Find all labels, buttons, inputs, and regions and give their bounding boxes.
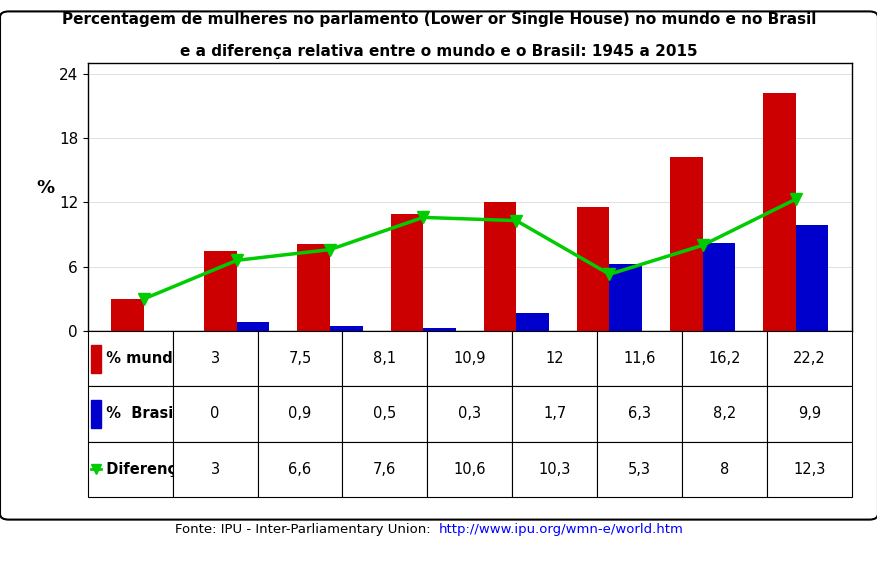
Text: e a diferença relativa entre o mundo e o Brasil: 1945 a 2015: e a diferença relativa entre o mundo e o…	[180, 44, 697, 59]
Bar	[297, 244, 330, 331]
Bar	[795, 225, 827, 331]
Bar	[237, 321, 269, 331]
Bar	[204, 251, 237, 331]
Bar	[516, 313, 548, 331]
Text: Percentagem de mulheres no parlamento (Lower or Single House) no mundo e no Bras: Percentagem de mulheres no parlamento (L…	[61, 11, 816, 27]
Y-axis label: %: %	[36, 179, 54, 197]
Bar	[609, 264, 641, 331]
Bar	[390, 214, 423, 331]
Bar	[111, 299, 144, 331]
Bar	[762, 93, 795, 331]
Bar	[330, 326, 362, 331]
Bar	[483, 202, 516, 331]
Bar	[576, 207, 609, 331]
Bar	[91, 345, 101, 372]
Text: Fonte: IPU - Inter-Parliamentary Union:: Fonte: IPU - Inter-Parliamentary Union:	[175, 524, 438, 536]
Text: http://www.ipu.org/wmn-e/world.htm: http://www.ipu.org/wmn-e/world.htm	[438, 524, 683, 536]
Bar	[669, 157, 702, 331]
Bar	[423, 328, 455, 331]
Bar	[702, 243, 734, 331]
Bar	[91, 400, 101, 428]
